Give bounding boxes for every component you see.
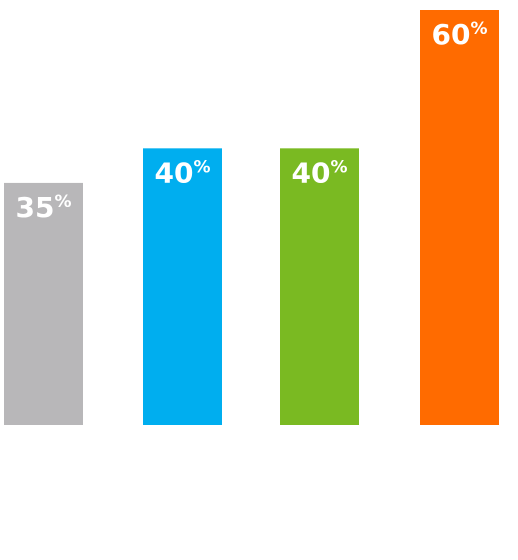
bar [143,148,222,426]
value-label: 60% [431,18,487,51]
bar [4,182,83,425]
value-label: 40% [291,156,347,189]
value-label: 35% [15,191,71,224]
value-label: 40% [154,156,210,189]
bar [280,148,359,426]
bar [420,10,499,425]
